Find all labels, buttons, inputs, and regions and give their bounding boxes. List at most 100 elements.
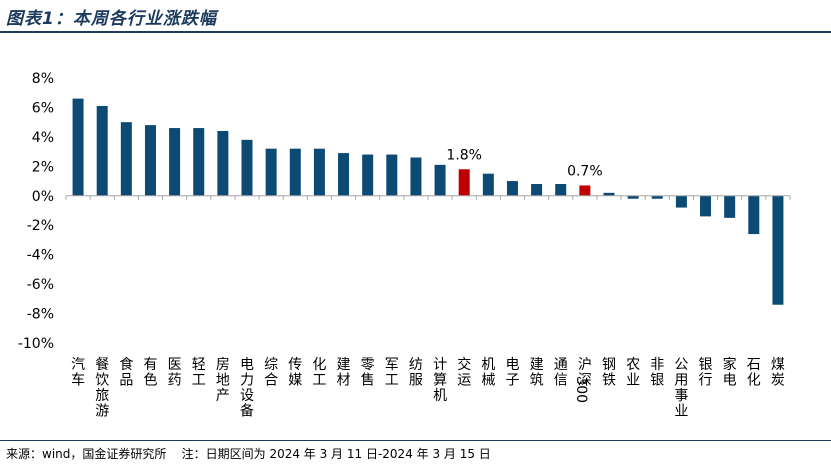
category-label: 建 bbox=[337, 357, 351, 373]
category-label: 工 bbox=[312, 373, 326, 389]
category-label: 餐 bbox=[95, 357, 109, 373]
bar bbox=[434, 164, 446, 196]
category-label: 轻 bbox=[192, 357, 206, 373]
bar bbox=[362, 154, 374, 196]
category-label: 军 bbox=[385, 357, 399, 373]
category-label: 运 bbox=[457, 373, 471, 389]
data-label: 1.8% bbox=[446, 147, 482, 163]
category-label: 电 bbox=[505, 357, 519, 373]
category-label: 媒 bbox=[288, 373, 302, 389]
y-tick-label: -4% bbox=[27, 248, 54, 264]
category-label: 旅 bbox=[95, 388, 109, 404]
category-label: 品 bbox=[119, 373, 133, 389]
y-tick-label: 4% bbox=[32, 130, 54, 146]
category-label: 银 bbox=[650, 373, 664, 389]
category-label: 农 bbox=[626, 357, 640, 373]
bar bbox=[506, 181, 518, 196]
y-tick-label: -6% bbox=[27, 277, 54, 293]
y-tick-label: 6% bbox=[32, 100, 54, 116]
bar bbox=[169, 128, 181, 196]
category-label: 业 bbox=[626, 373, 640, 389]
category-label: 计 bbox=[433, 357, 447, 373]
footer-divider bbox=[0, 440, 831, 441]
source-note: 来源：wind，国金证券研究所 注：日期区间为 2024 年 3 月 11 日-… bbox=[6, 447, 491, 461]
bar bbox=[772, 195, 784, 305]
category-label: 工 bbox=[192, 373, 206, 389]
bar bbox=[120, 122, 132, 196]
category-label: 家 bbox=[723, 356, 737, 373]
category-label: 沪 bbox=[578, 357, 592, 373]
category-label: 饮 bbox=[95, 373, 109, 389]
category-label: 地 bbox=[216, 373, 230, 389]
category-label: 非 bbox=[650, 357, 664, 373]
category-label: 信 bbox=[554, 373, 568, 389]
bar bbox=[700, 195, 712, 217]
bar bbox=[724, 195, 736, 218]
category-label: 行 bbox=[699, 373, 713, 389]
category-label: 合 bbox=[264, 373, 278, 389]
category-label: 化 bbox=[312, 357, 326, 373]
bar bbox=[410, 157, 422, 196]
category-label: 石 bbox=[747, 357, 761, 373]
category-label: 用 bbox=[674, 373, 688, 389]
category-label: 算 bbox=[433, 373, 447, 389]
bar bbox=[555, 184, 567, 196]
bar bbox=[651, 195, 663, 199]
category-label: 备 bbox=[240, 403, 254, 420]
chart-title: 图表1：本周各行业涨跌幅 bbox=[6, 9, 217, 29]
y-tick-label: 2% bbox=[32, 159, 54, 175]
bar bbox=[458, 169, 470, 196]
category-label: 交 bbox=[457, 356, 471, 373]
category-label: 材 bbox=[337, 373, 351, 389]
category-label: 煤 bbox=[771, 357, 785, 373]
bar bbox=[386, 154, 398, 196]
category-label: 服 bbox=[409, 373, 423, 389]
bar bbox=[675, 195, 687, 208]
category-label: 食 bbox=[119, 356, 133, 373]
category-label: 车 bbox=[71, 372, 85, 389]
category-label: 事 bbox=[674, 388, 688, 404]
category-label: 炭 bbox=[771, 373, 785, 389]
bar bbox=[96, 105, 108, 196]
bar-chart: 8% 6% 4% 2% 0% -2% -4% -6% -8% -10% 1.8% 0.7% 汽车餐饮旅游… bbox=[18, 71, 791, 420]
category-label: 工 bbox=[385, 373, 399, 389]
category-label: 铁 bbox=[602, 373, 616, 389]
category-label: 医 bbox=[168, 357, 182, 373]
category-label: 公 bbox=[674, 357, 688, 373]
category-label: 通 bbox=[554, 357, 568, 373]
category-label: 机 bbox=[481, 357, 495, 373]
category-label: 有 bbox=[143, 357, 157, 373]
category-label: 化 bbox=[747, 373, 761, 389]
title-divider bbox=[0, 31, 831, 33]
category-label: 筑 bbox=[530, 373, 544, 389]
bar bbox=[193, 128, 205, 196]
category-label: 银 bbox=[699, 357, 713, 373]
y-tick-label: -8% bbox=[27, 307, 54, 323]
category-label: 房 bbox=[216, 357, 230, 373]
bar bbox=[265, 148, 277, 196]
category-label: 钢 bbox=[602, 357, 616, 373]
bar bbox=[603, 192, 615, 196]
category-label: 电 bbox=[723, 373, 737, 389]
category-label: 设 bbox=[240, 388, 254, 404]
bar bbox=[531, 184, 543, 196]
y-tick-label: -10% bbox=[18, 336, 54, 352]
category-label: 游 bbox=[95, 404, 109, 420]
category-label: 建 bbox=[530, 357, 544, 373]
category-label: 力 bbox=[240, 373, 254, 389]
data-label: 0.7% bbox=[567, 163, 603, 179]
category-label: 械 bbox=[481, 373, 495, 389]
category-label: 深 bbox=[578, 373, 592, 389]
bar bbox=[313, 148, 325, 196]
category-label: 综 bbox=[264, 357, 278, 373]
category-label: 电 bbox=[240, 357, 254, 373]
category-label: 色 bbox=[143, 372, 157, 389]
bar bbox=[338, 153, 350, 196]
bar bbox=[748, 195, 760, 235]
category-label: 零 bbox=[361, 357, 375, 373]
category-label: 纺 bbox=[409, 357, 423, 373]
category-label: 业 bbox=[674, 404, 688, 420]
category-label: 300 bbox=[573, 376, 589, 403]
category-label: 产 bbox=[216, 388, 230, 404]
bar bbox=[144, 125, 156, 196]
